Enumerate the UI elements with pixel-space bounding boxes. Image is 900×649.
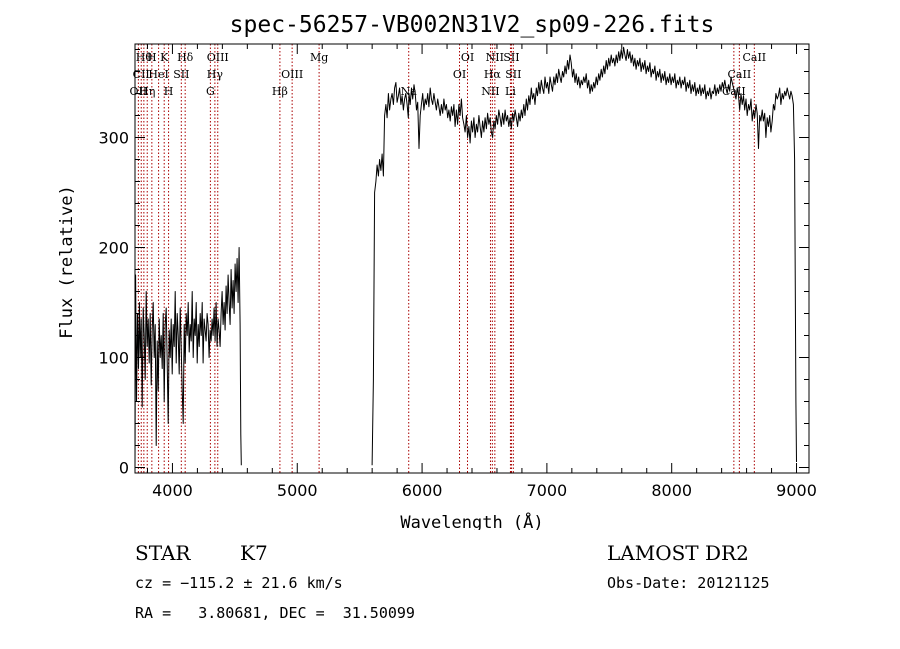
marker-label-11: Hγ [207, 68, 224, 81]
marker-label-24: SII [505, 68, 521, 81]
marker-label-14: OIII [281, 68, 303, 81]
marker-label-22: Li [505, 85, 516, 98]
x-tick-label: 8000 [651, 481, 692, 500]
marker-label-9: Hδ [177, 51, 194, 64]
spectrum-chart: spec-56257-VB002N31V2_sp09-226.fits OII C… [57, 12, 817, 530]
y-tick-label: 0 [119, 459, 129, 478]
marker-label-23: SII [503, 51, 519, 64]
spectrum-segment-1 [371, 46, 797, 466]
spectrum-series [134, 46, 797, 466]
marker-label-19: NII [481, 85, 499, 98]
x-tick-label: 5000 [277, 481, 318, 500]
object-subclass: K7 [240, 541, 268, 565]
marker-label-3: Hη [139, 85, 155, 98]
line-markers [137, 44, 755, 473]
marker-label-18: OI [461, 51, 474, 64]
x-tick-label: 9000 [776, 481, 817, 500]
marker-label-2: Hθ [136, 51, 153, 64]
marker-label-20: Hα [484, 68, 502, 81]
marker-label-21: NII [486, 51, 504, 64]
chart-title: spec-56257-VB002N31V2_sp09-226.fits [230, 12, 715, 38]
marker-label-4: H [147, 51, 157, 64]
marker-label-12: OIII [207, 51, 229, 64]
x-axis-label: Wavelength (Å) [400, 511, 543, 530]
y-axis-label: Flux (relative) [57, 185, 77, 339]
marker-label-13: Hβ [272, 85, 288, 98]
marker-label-10: G [206, 85, 215, 98]
marker-label-26: CaII [728, 68, 752, 81]
marker-label-6: K [160, 51, 169, 64]
marker-label-5: HeI [148, 68, 168, 81]
spectrum-segment-0 [134, 247, 242, 466]
redshift-cz: cz = −115.2 ± 21.6 km/s [135, 574, 343, 592]
marker-label-27: CaII [742, 51, 766, 64]
x-axis-ticks: 4000 5000 6000 7000 8000 9000 [146, 44, 817, 500]
marker-label-15: Mg [310, 51, 328, 64]
x-tick-label: 6000 [402, 481, 443, 500]
y-tick-label: 300 [98, 129, 129, 148]
y-tick-label: 200 [98, 239, 129, 258]
obs-date: Obs-Date: 20121125 [607, 574, 770, 592]
marker-label-7: H [164, 85, 174, 98]
line-marker-labels: OIICIIHθHηHHeIKHSIIHδGHγOIIIHβOIIIMgNaOI… [130, 51, 767, 98]
marker-label-17: OI [453, 68, 466, 81]
marker-label-8: SII [173, 68, 189, 81]
y-axis-ticks: 0 100 200 300 [98, 49, 809, 478]
x-tick-label: 7000 [527, 481, 568, 500]
y-tick-label: 100 [98, 349, 129, 368]
object-class: STAR [135, 541, 191, 565]
marker-label-0: OII [130, 85, 148, 98]
x-tick-label: 4000 [152, 481, 193, 500]
survey-name: LAMOST DR2 [607, 541, 749, 565]
plot-frame [134, 43, 810, 474]
coordinates: RA = 3.80681, DEC = 31.50099 [135, 604, 415, 622]
